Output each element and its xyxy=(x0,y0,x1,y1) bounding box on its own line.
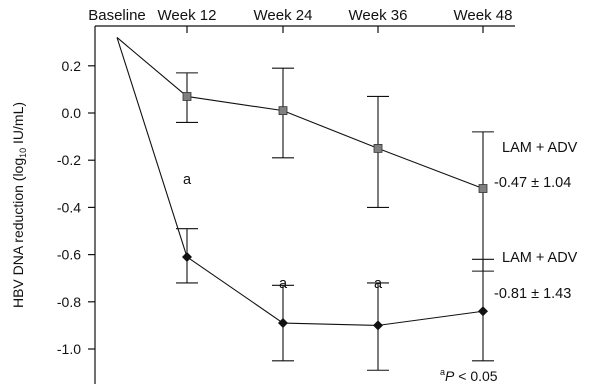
x-category-label: Week 24 xyxy=(254,7,313,24)
series-layer xyxy=(116,37,494,371)
y-axis-label-subscript: 10 xyxy=(18,148,28,158)
y-tick-label: -0.2 xyxy=(57,152,81,168)
significance-note: aP < 0.05 xyxy=(440,367,498,384)
note-p: P xyxy=(445,368,455,384)
note-superscript: a xyxy=(440,367,445,377)
y-tick-label: -0.8 xyxy=(57,294,81,310)
y-axis-label: HBV DNA reduction (log10 IU/mL) xyxy=(10,102,28,308)
data-point-diamond xyxy=(373,320,383,331)
annotations: LAM + ADV -0.47 ± 1.04 LAM + ADV -0.81 ± 1.… xyxy=(183,140,578,302)
significance-marker: a xyxy=(279,276,288,292)
x-category-label: Baseline xyxy=(88,7,146,24)
y-tick-label: -0.4 xyxy=(57,199,81,215)
series-name-label: LAM + ADV xyxy=(502,250,578,266)
y-axis-label-prefix: HBV DNA reduction (log xyxy=(10,158,26,308)
x-category-label: Week 36 xyxy=(349,7,408,24)
significance-marker: a xyxy=(183,172,192,188)
note-rest: < 0.05 xyxy=(454,368,497,384)
data-point-square xyxy=(478,184,488,193)
axes xyxy=(94,25,515,384)
y-ticks: 0.20.0-0.2-0.4-0.6-0.8-1.0-1.2 xyxy=(57,58,95,357)
y-tick-label: 0.2 xyxy=(62,58,82,74)
data-point-square xyxy=(182,92,192,101)
y-tick-label: -0.6 xyxy=(57,247,81,263)
data-point-square xyxy=(278,106,288,116)
data-point-square xyxy=(373,143,383,153)
series-line xyxy=(116,37,484,326)
series-2 xyxy=(116,37,494,371)
x-ticks: Baseline Week 12 Week 24 Week 36 Week 48 xyxy=(88,7,512,33)
series-1 xyxy=(116,37,494,272)
series-value-annotation: -0.81 ± 1.43 xyxy=(494,286,571,302)
data-point-diamond xyxy=(182,251,192,262)
data-point-diamond xyxy=(278,318,288,329)
series-name-label: LAM + ADV xyxy=(502,140,578,156)
data-point-diamond xyxy=(478,306,488,317)
series-line xyxy=(116,37,484,190)
x-category-label: Week 12 xyxy=(158,7,217,24)
y-axis-label-suffix: IU/mL) xyxy=(10,102,26,148)
y-tick-label: -1.0 xyxy=(57,341,81,357)
series-value-annotation: -0.47 ± 1.04 xyxy=(494,175,571,191)
x-category-label: Week 48 xyxy=(454,7,513,24)
significance-marker: a xyxy=(374,276,383,292)
y-tick-label: 0.0 xyxy=(62,105,82,121)
